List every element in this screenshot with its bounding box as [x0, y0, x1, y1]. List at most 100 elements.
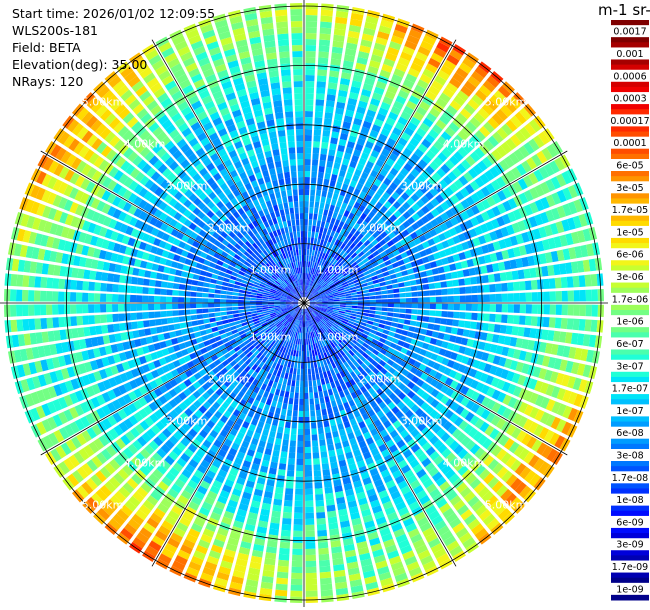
- range-gate: [439, 190, 450, 200]
- range-gate: [389, 342, 397, 349]
- range-gate: [379, 281, 387, 287]
- range-gate: [271, 286, 278, 291]
- range-gate: [286, 304, 293, 306]
- range-gate: [227, 318, 235, 323]
- range-gate: [285, 335, 290, 342]
- range-gate: [562, 187, 573, 201]
- range-gate: [481, 490, 494, 503]
- range-gate: [52, 317, 60, 328]
- range-gate: [104, 345, 113, 355]
- range-gate: [493, 503, 507, 516]
- range-gate: [365, 71, 377, 81]
- range-gate: [102, 261, 111, 271]
- range-gate: [156, 448, 167, 459]
- range-gate: [151, 335, 159, 343]
- range-gate: [349, 270, 356, 276]
- range-gate: [268, 299, 275, 302]
- range-gate: [243, 261, 251, 267]
- range-gate: [574, 347, 583, 361]
- range-gate: [399, 360, 408, 368]
- range-gate: [260, 347, 266, 355]
- range-gate: [279, 317, 286, 322]
- range-gate: [205, 272, 213, 278]
- range-gate: [485, 221, 495, 231]
- range-gate: [276, 337, 281, 344]
- range-gate: [37, 219, 47, 232]
- range-gate: [459, 486, 472, 498]
- range-gate: [233, 317, 241, 322]
- range-gate: [273, 319, 280, 324]
- range-gate: [79, 338, 87, 350]
- range-gate: [264, 335, 270, 341]
- range-gate: [260, 331, 267, 337]
- range-gate: [174, 554, 188, 566]
- range-gate: [333, 119, 342, 127]
- range-gate: [533, 169, 544, 182]
- range-gate: [321, 384, 327, 391]
- range-gate: [448, 473, 460, 485]
- range-gate: [333, 295, 340, 299]
- range-gate: [64, 316, 72, 327]
- range-gate: [130, 312, 137, 321]
- range-gate: [296, 326, 299, 333]
- range-gate: [259, 375, 266, 383]
- range-gate: [292, 303, 299, 306]
- range-gate: [382, 163, 392, 172]
- range-gate: [235, 277, 243, 283]
- range-gate: [360, 471, 370, 480]
- range-gate: [359, 503, 370, 512]
- range-gate: [256, 477, 266, 485]
- range-gate: [221, 401, 230, 410]
- range-gate: [263, 378, 270, 386]
- range-gate: [432, 235, 441, 244]
- range-gate: [320, 292, 326, 296]
- range-gate: [280, 299, 287, 302]
- range-gate: [413, 418, 423, 428]
- range-gate: [322, 284, 329, 289]
- range-gate: [309, 298, 316, 301]
- range-gate: [232, 409, 241, 417]
- range-gate: [266, 319, 273, 324]
- range-gate: [55, 342, 64, 354]
- range-gate: [397, 374, 406, 382]
- range-gate: [463, 171, 474, 183]
- range-gate: [369, 400, 378, 409]
- range-gate: [220, 290, 227, 295]
- range-gate: [262, 306, 269, 310]
- range-gate: [155, 272, 163, 280]
- range-gate: [440, 201, 450, 211]
- range-gate: [369, 310, 376, 314]
- range-gate: [145, 372, 154, 382]
- range-gate: [110, 365, 119, 376]
- range-gate: [304, 255, 307, 262]
- range-gate: [471, 285, 478, 294]
- range-gate: [212, 479, 223, 489]
- range-gate: [326, 94, 336, 102]
- range-gate: [474, 418, 485, 429]
- range-gate: [373, 42, 386, 52]
- range-gate: [120, 332, 128, 341]
- range-gate: [487, 323, 495, 332]
- range-gate: [526, 364, 536, 376]
- range-gate: [248, 335, 256, 342]
- range-gate: [392, 349, 400, 357]
- range-gate: [70, 292, 77, 302]
- range-gate: [356, 434, 365, 443]
- range-gate: [381, 533, 393, 543]
- range-gate: [253, 281, 261, 286]
- range-gate: [582, 334, 591, 347]
- range-gate: [347, 412, 355, 421]
- range-gate: [305, 33, 317, 40]
- range-gate: [464, 411, 475, 422]
- range-gate: [196, 286, 204, 292]
- range-gate: [319, 311, 326, 315]
- range-gate: [311, 288, 316, 294]
- range-gate: [374, 356, 382, 363]
- range-gate: [313, 337, 317, 344]
- range-gate: [386, 335, 394, 342]
- range-gate: [330, 285, 336, 290]
- range-gate: [309, 350, 313, 357]
- range-gate: [429, 310, 436, 317]
- range-gate: [318, 433, 325, 441]
- range-gate: [339, 228, 346, 236]
